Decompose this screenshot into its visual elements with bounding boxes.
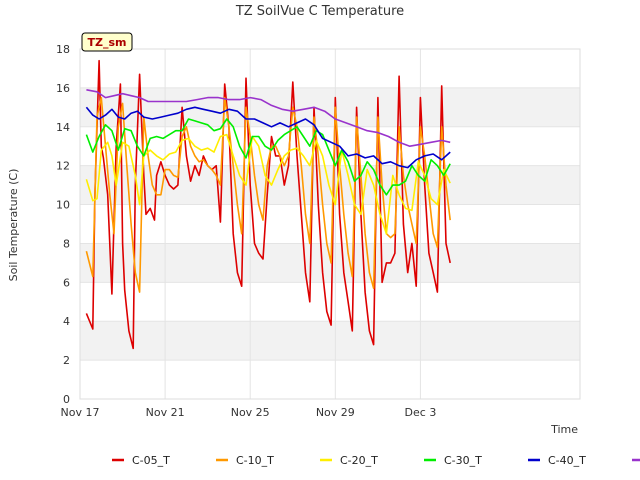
y-tick-label: 0 [63, 393, 70, 406]
chart-title: TZ SoilVue C Temperature [235, 4, 404, 19]
site-label: TZ_sm [88, 36, 127, 49]
x-tick-label: Dec 3 [405, 406, 437, 419]
y-axis-ticks: 0 2 4 6 8 10 12 14 16 18 [56, 43, 70, 406]
legend-label: C-20_T [340, 454, 378, 467]
legend-label: C-40_T [548, 454, 586, 467]
y-tick-label: 18 [56, 43, 70, 56]
site-label-badge: TZ_sm [81, 32, 133, 52]
x-tick-label: Nov 25 [231, 406, 270, 419]
series-line-c-10-t [85, 96, 451, 293]
legend-label: C-30_T [444, 454, 482, 467]
series-line-c-40-t [85, 106, 451, 169]
y-tick-label: 10 [56, 199, 70, 212]
grid-band [80, 87, 580, 127]
series-layer [85, 59, 451, 350]
y-tick-label: 8 [63, 237, 70, 250]
x-tick-label: Nov 21 [146, 406, 185, 419]
background-bands [80, 87, 580, 361]
y-tick-label: 2 [63, 354, 70, 367]
y-tick-label: 4 [63, 315, 70, 328]
x-tick-label: Nov 29 [316, 406, 355, 419]
y-axis-label: Soil Temperature (C) [7, 169, 20, 282]
plot-frame [79, 48, 581, 400]
legend-label: C-05_T [132, 454, 170, 467]
x-axis-label: Time [550, 423, 578, 436]
grid-band [80, 243, 580, 283]
legend-label: C-10_T [236, 454, 274, 467]
grid-band [80, 321, 580, 361]
y-tick-label: 12 [56, 160, 70, 173]
series-line-c-50-t [86, 89, 451, 147]
y-tick-label: 14 [56, 121, 70, 134]
series-line-c-30-t [85, 118, 451, 196]
series-line-c-20-t [85, 133, 451, 235]
legend: C-05_TC-10_TC-20_TC-30_TC-40_TC-50_T [112, 454, 640, 467]
x-tick-label: Nov 17 [61, 406, 100, 419]
series-line-c-05-t [85, 59, 451, 350]
y-tick-label: 16 [56, 82, 70, 95]
y-tick-label: 6 [63, 276, 70, 289]
x-axis-ticks: Nov 17 Nov 21 Nov 25 Nov 29 Dec 3 [61, 406, 437, 419]
